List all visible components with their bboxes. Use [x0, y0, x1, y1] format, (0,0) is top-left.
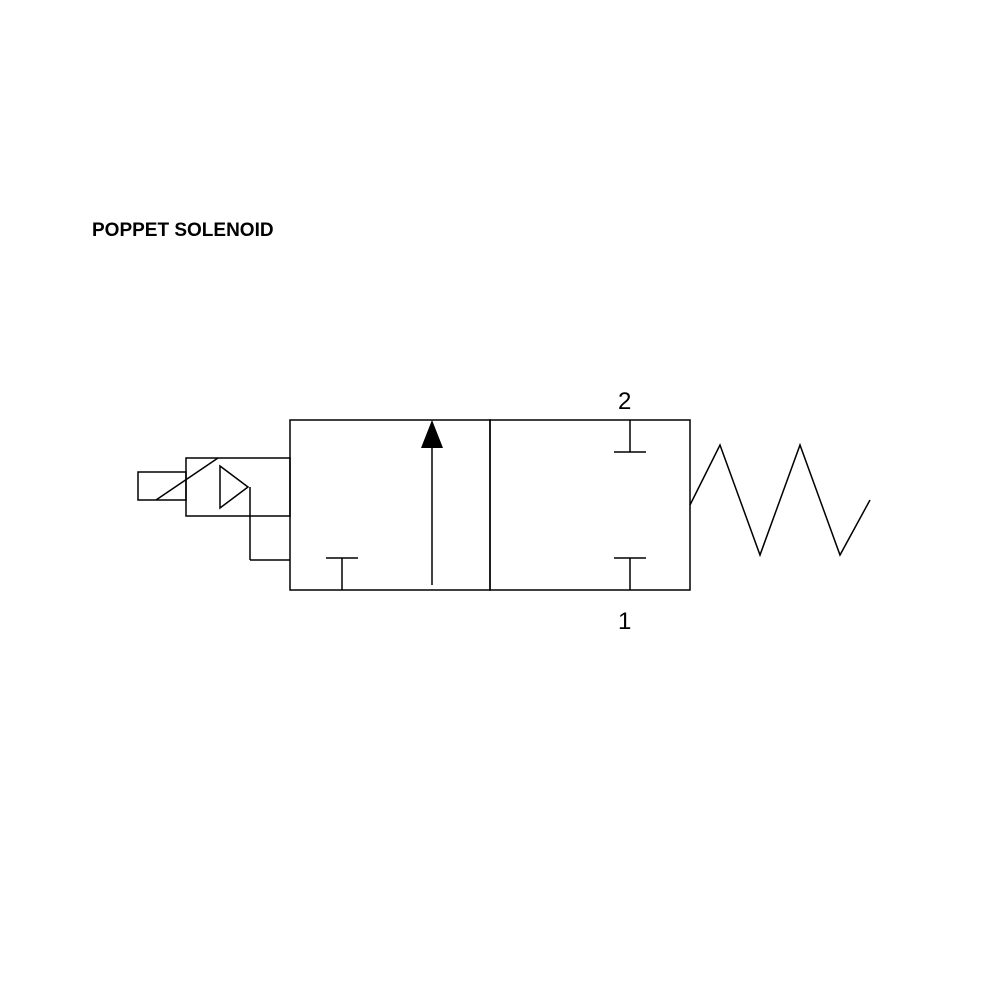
solenoid-triangle [220, 466, 248, 508]
valve-left-box [290, 420, 490, 590]
solenoid-slash [156, 458, 218, 500]
schematic-svg [0, 0, 1000, 1000]
valve-right-box [490, 420, 690, 590]
return-spring [690, 445, 870, 555]
flow-arrow-head [421, 420, 443, 448]
solenoid-outer [186, 458, 290, 516]
